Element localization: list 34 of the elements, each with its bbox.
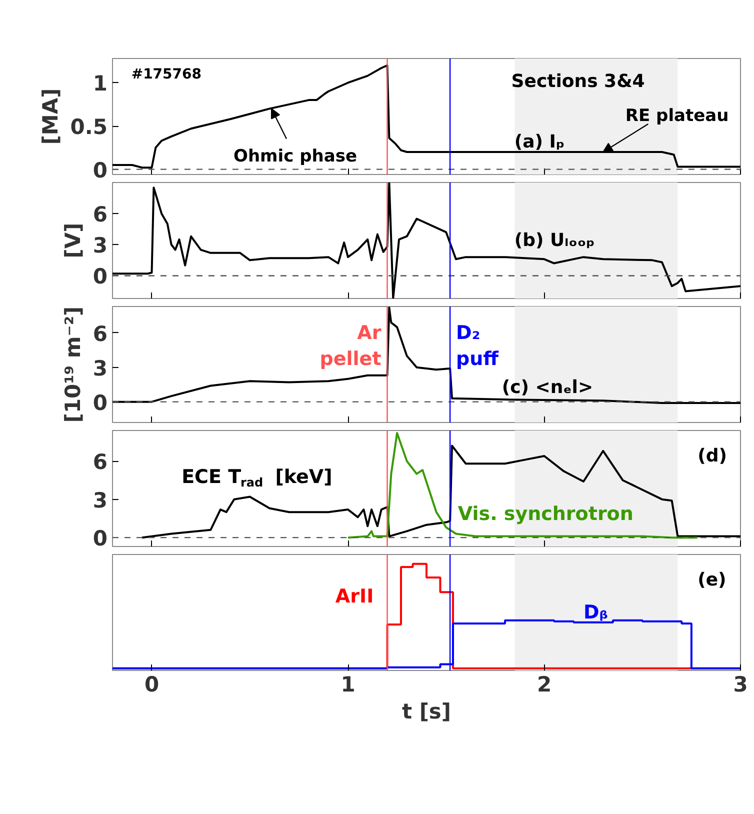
- y-tick-label: 6: [92, 202, 108, 227]
- x-tick-label: 0: [144, 672, 160, 696]
- annotation: RE plateau: [625, 106, 729, 126]
- y-tick-label: 0: [92, 158, 108, 182]
- annotation: (a) Iₚ: [514, 132, 565, 153]
- y-axis-title: [10¹⁹ m⁻²]: [60, 306, 85, 423]
- series-label: ArII: [335, 585, 374, 608]
- y-axis-title: [V]: [60, 222, 85, 258]
- y-tick-label: 0: [92, 264, 108, 289]
- annotation: #175768: [131, 66, 202, 83]
- y-tick-label: 3: [92, 356, 108, 380]
- series-label: Vis. synchrotron: [458, 503, 634, 526]
- x-tick-label: 2: [536, 672, 552, 696]
- x-tick-label: 1: [340, 672, 356, 696]
- x-axis-title: t [s]: [402, 700, 452, 724]
- y-tick-label: 0: [92, 526, 108, 551]
- annotation: (c) <nₑl>: [502, 377, 594, 398]
- y-tick-label: 6: [92, 450, 108, 474]
- ref-line-label: D₂ puff: [456, 322, 500, 370]
- y-tick-label: 6: [92, 322, 108, 346]
- annotation: Sections 3&4: [511, 71, 645, 92]
- y-tick-label: 3: [92, 234, 108, 258]
- y-tick-label: 0.5: [70, 115, 108, 140]
- annotation: (d): [698, 446, 727, 467]
- annotation: (e): [698, 570, 726, 591]
- series-label: Dᵦ: [584, 602, 608, 624]
- y-tick-label: 0: [92, 390, 108, 415]
- ref-line-label: Ar pellet: [320, 322, 382, 370]
- y-axis-title: [MA]: [38, 88, 62, 145]
- y-tick-label: 1: [92, 72, 108, 96]
- y-tick-label: 3: [92, 488, 108, 512]
- x-tick-label: 3: [733, 672, 748, 696]
- annotation: (b) Uₗₒₒₚ: [514, 230, 595, 251]
- annotation: Ohmic phase: [233, 146, 357, 167]
